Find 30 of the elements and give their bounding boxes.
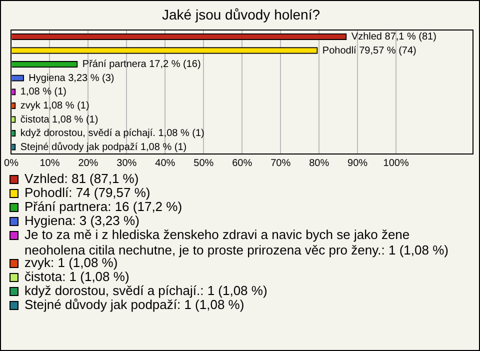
legend-label: zvyk: 1 (1,08 %)	[24, 255, 118, 270]
x-tick-label: 0%	[4, 158, 19, 169]
x-tick-label: 50%	[194, 158, 214, 169]
x-tick-label: 80%	[309, 158, 330, 169]
data-label: Pohodlí 79,57 % (74)	[322, 45, 416, 56]
data-label: čistota 1,08 % (1)	[20, 114, 98, 126]
legend-label: Pohodlí: 74 (79,57 %)	[24, 185, 150, 200]
legend-label: čistota: 1 (1,08 %)	[24, 269, 130, 284]
legend-label: Stejné důvody jak podpaží: 1 (1,08 %)	[24, 297, 244, 312]
data-label: Vzhled 87,1 % (81)	[351, 31, 436, 42]
data-label: zvyk 1,08 % (1)	[20, 100, 90, 112]
x-tick-label: 10%	[40, 158, 60, 169]
x-tick-label: 60%	[232, 158, 252, 169]
x-tick-label: 100%	[383, 158, 409, 169]
legend-label: Přání partnera: 16 (17,2 %)	[24, 199, 182, 214]
legend-label: Je to za mě i z hlediska ženskeho zdravi a navic bych se jako žene neoholena citila nechutne, je to proste prirozena věc pro ženy.: 1 (1,08 %)	[24, 227, 448, 258]
data-label: Hygiena 3,23 % (3)	[28, 72, 114, 84]
legend-label: Hygiena: 3 (3,23 %)	[24, 213, 140, 228]
legend-label: Vzhled: 81 (87,1 %)	[24, 171, 139, 186]
x-tick-label: 20%	[78, 158, 98, 169]
legend-label: když dorostou, svědí a píchají.: 1 (1,08 %)	[24, 283, 268, 298]
data-label: když dorostou, svědí a píchají. 1,08 % (1)	[20, 128, 204, 140]
x-tick-label: 70%	[270, 158, 291, 169]
data-label: Stejné důvody jak podpaží 1,08 % (1)	[20, 140, 187, 153]
x-tick-label: 90%	[348, 158, 368, 169]
chart-title: Jaké jsou důvody holení?	[162, 6, 320, 22]
x-tick-label: 30%	[116, 158, 137, 169]
data-label: 1,08 % (1)	[20, 86, 67, 98]
data-label: Přání partnera 17,2 % (16)	[82, 59, 201, 70]
x-tick-label: 40%	[155, 158, 176, 169]
